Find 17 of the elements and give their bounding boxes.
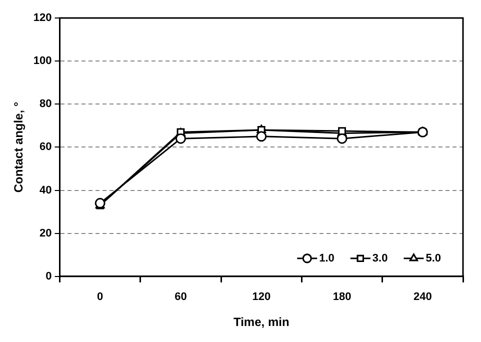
legend-label: 5.0 <box>426 252 442 264</box>
y-tick-label: 0 <box>46 270 52 282</box>
y-axis-title: Contact angle, ° <box>12 102 26 193</box>
x-tick-label: 120 <box>252 291 271 304</box>
y-tick-label: 80 <box>40 98 52 110</box>
x-tick-label: 60 <box>174 291 187 304</box>
y-tick-label: 100 <box>33 55 52 68</box>
y-tick-label: 120 <box>33 12 52 24</box>
x-tick-label: 0 <box>97 291 104 304</box>
legend-label: 1.0 <box>319 252 334 264</box>
x-axis-title: Time, min <box>233 315 290 330</box>
legend-label: 3.0 <box>372 252 388 264</box>
y-tick-label: 40 <box>40 184 52 196</box>
x-tick-label: 180 <box>332 291 352 304</box>
y-tick-label: 60 <box>40 141 52 154</box>
y-tick-label: 20 <box>40 227 52 240</box>
x-tick-label: 240 <box>413 291 432 304</box>
